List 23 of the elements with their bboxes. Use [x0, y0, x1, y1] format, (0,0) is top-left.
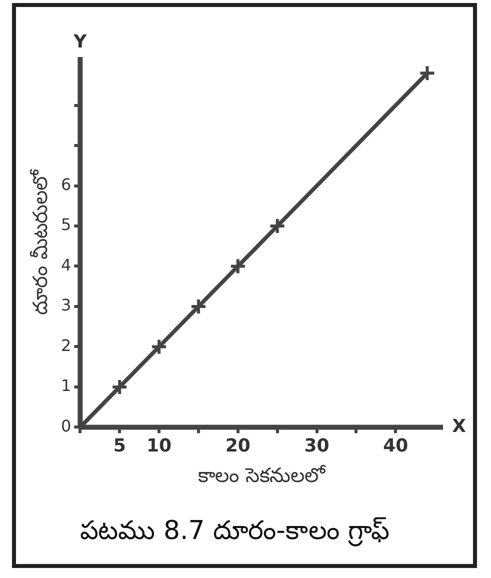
y-tick-label: 4: [60, 255, 72, 274]
point: [229, 258, 246, 275]
x-tick-label: 5: [113, 436, 126, 457]
point: [268, 218, 286, 235]
point: [418, 64, 436, 82]
text: Y: [72, 32, 88, 53]
x-axis-title: కాలం సెకనులలో: [198, 463, 326, 488]
point: [190, 298, 207, 315]
x-tick-label: 10: [146, 436, 172, 457]
x-tick-label: 40: [383, 436, 408, 457]
y-axis-title: దూరం మీటరులలో: [28, 168, 52, 315]
y-tick-label: 3: [60, 296, 72, 315]
point: [111, 378, 128, 396]
point: [150, 338, 168, 356]
x-tick-label: 20: [225, 436, 250, 457]
x-tick-label: 30: [304, 436, 330, 457]
y-tick-label: 5: [60, 215, 72, 234]
text: పటము 8.7 దూరం-కాలం గ్రాఫ్: [80, 516, 389, 548]
y-tick-label: 6: [60, 174, 72, 194]
y-tick-label: 2: [60, 336, 72, 355]
y-tick-label: 0: [60, 416, 72, 436]
text: X: [452, 416, 466, 437]
y-tick-label: 1: [60, 376, 72, 396]
